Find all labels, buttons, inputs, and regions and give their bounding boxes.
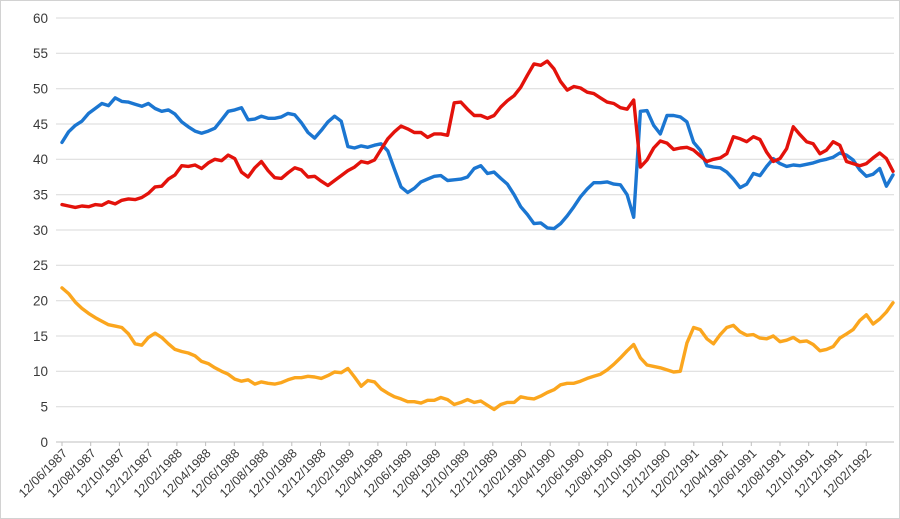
red-series-line xyxy=(60,59,895,210)
plot-series xyxy=(60,59,895,412)
y-axis-label: 20 xyxy=(33,294,48,309)
y-axis-label: 40 xyxy=(33,152,48,167)
y-axis-labels: 0 5 10 15 20 25 30 35 40 45 50 55 60 xyxy=(33,11,48,450)
x-axis: 12/06/198712/08/198712/10/198712/12/1987… xyxy=(16,441,894,500)
y-axis-label: 55 xyxy=(33,46,48,61)
y-axis-label: 25 xyxy=(33,258,48,273)
y-axis-label: 5 xyxy=(40,400,48,415)
orange-series-line xyxy=(60,286,895,412)
y-axis-label: 15 xyxy=(33,329,48,344)
y-axis-label: 0 xyxy=(40,435,48,450)
y-axis-label: 30 xyxy=(33,223,48,238)
y-axis-label: 35 xyxy=(33,188,48,203)
blue-series-line xyxy=(60,96,895,231)
y-axis-label: 10 xyxy=(33,364,48,379)
y-axis-label: 50 xyxy=(33,82,48,97)
gridlines xyxy=(56,17,894,443)
y-axis-label: 60 xyxy=(33,11,48,26)
y-axis-label: 45 xyxy=(33,117,48,132)
